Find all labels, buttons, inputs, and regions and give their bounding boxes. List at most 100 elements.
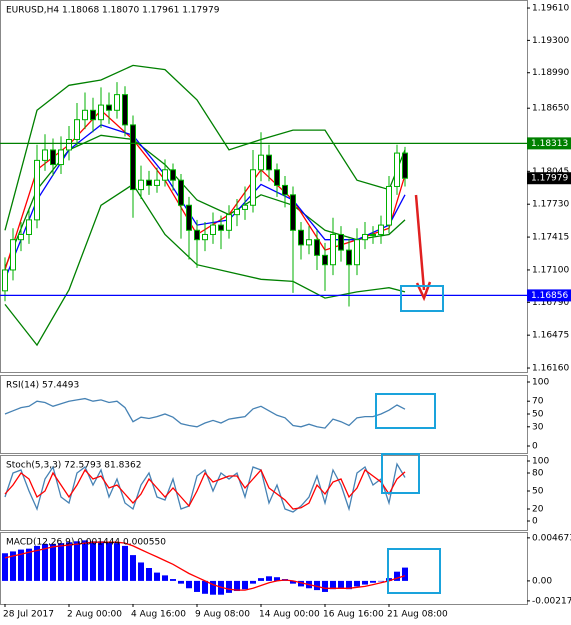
- candle-body: [154, 179, 160, 186]
- macd-bar: [266, 576, 272, 581]
- panel-frame: [0, 455, 528, 531]
- macd-bar: [146, 568, 152, 581]
- macd-bar: [66, 542, 72, 581]
- macd-bar: [74, 541, 80, 581]
- y-tick-label: 1.17100: [532, 265, 569, 275]
- macd-bar: [330, 580, 336, 590]
- y-tick-label: 1.16160: [532, 364, 569, 374]
- candle-body: [194, 229, 200, 241]
- candle-body: [402, 152, 408, 179]
- macd-bar: [394, 571, 400, 581]
- macd-bar: [402, 567, 408, 581]
- macd-bar: [154, 572, 160, 581]
- macd-bar: [362, 580, 368, 585]
- y-tick-label: 0: [532, 442, 538, 452]
- macd-bar: [290, 580, 296, 584]
- last-price-label: 1.17979: [531, 174, 568, 184]
- candle-body: [266, 154, 272, 171]
- candle-body: [42, 149, 48, 161]
- y-tick-label: 20: [532, 505, 544, 515]
- candle-body: [386, 185, 392, 226]
- arrow: [414, 194, 426, 291]
- signal-line: [4, 541, 406, 591]
- candle-body: [378, 224, 384, 235]
- candle-body: [314, 239, 320, 256]
- level-label-box: [527, 137, 571, 150]
- x-tick-label: 14 Aug 00:00: [259, 610, 320, 620]
- arrow-head: [415, 281, 432, 302]
- macd-bar: [314, 580, 320, 591]
- indicator-line: [4, 397, 406, 429]
- candle-body: [66, 139, 72, 151]
- candle-body: [362, 233, 368, 241]
- candle-body: [26, 219, 32, 235]
- macd-bar: [346, 580, 352, 590]
- x-tick-label: 2 Aug 00:00: [67, 610, 122, 620]
- candle-body: [146, 179, 152, 186]
- panel-frame: [0, 0, 528, 373]
- candle-body: [178, 179, 184, 206]
- macd-bar: [370, 580, 376, 583]
- macd-bar: [178, 580, 184, 584]
- y-tick-label: 1.19610: [532, 4, 569, 14]
- macd-bar: [106, 542, 112, 581]
- macd-bar: [42, 544, 48, 581]
- candle-body: [346, 249, 352, 266]
- y-tick-label: 100: [532, 457, 549, 467]
- candle-body: [18, 233, 24, 241]
- candle-body: [186, 204, 192, 231]
- candle-body: [122, 94, 128, 126]
- panel-title: Stoch(5,3,3) 72.5793 81.8362: [6, 461, 141, 471]
- y-tick-label: 1.16475: [532, 331, 569, 341]
- y-tick-label: -0.00217: [532, 596, 571, 606]
- panel-frame: [0, 532, 528, 605]
- last-price-box: [527, 172, 571, 185]
- candle-body: [10, 239, 16, 271]
- panel-title: MACD(12,26,9) 0.001444 0.000550: [6, 538, 166, 548]
- macd-bar: [186, 580, 192, 589]
- macd-bar: [130, 555, 136, 581]
- candle-body: [282, 184, 288, 196]
- y-tick-label: 1.17415: [532, 233, 569, 243]
- candle-body: [58, 149, 64, 166]
- candle-body: [210, 224, 216, 235]
- macd-bar: [234, 580, 240, 592]
- candle-body: [202, 233, 208, 241]
- level-label: 1.16856: [531, 291, 568, 301]
- candle-body: [322, 254, 328, 266]
- y-tick-label: 0: [532, 517, 538, 527]
- candle-body: [50, 149, 56, 166]
- candle-body: [114, 94, 120, 111]
- macd-bar: [114, 543, 120, 581]
- macd-bar: [322, 580, 328, 592]
- macd-bar: [274, 577, 280, 581]
- y-tick-label: 50: [532, 487, 544, 497]
- macd-bar: [50, 544, 56, 581]
- y-tick-label: 50: [532, 410, 544, 420]
- candle-body: [90, 109, 96, 121]
- candle-body: [170, 169, 176, 181]
- candle-body: [2, 269, 8, 292]
- y-tick-label: 100: [532, 378, 549, 388]
- macd-bar: [226, 580, 232, 593]
- candle-body: [394, 152, 400, 187]
- candle-body: [234, 208, 240, 216]
- macd-bar: [250, 580, 256, 584]
- candle-body: [138, 179, 144, 191]
- indicator-line: [4, 468, 406, 510]
- candle-body: [258, 154, 264, 171]
- candle-body: [298, 229, 304, 246]
- macd-bar: [170, 579, 176, 581]
- y-tick-label: 1.19300: [532, 36, 569, 46]
- y-tick-label: 70: [532, 397, 544, 407]
- macd-bar: [10, 551, 16, 581]
- macd-bar: [90, 541, 96, 581]
- y-tick-label: 1.17730: [532, 200, 569, 210]
- macd-bar: [242, 580, 248, 590]
- candle-body: [82, 109, 88, 121]
- candle-body: [74, 119, 80, 141]
- highlight-box: [400, 285, 444, 312]
- highlight-box: [387, 548, 441, 594]
